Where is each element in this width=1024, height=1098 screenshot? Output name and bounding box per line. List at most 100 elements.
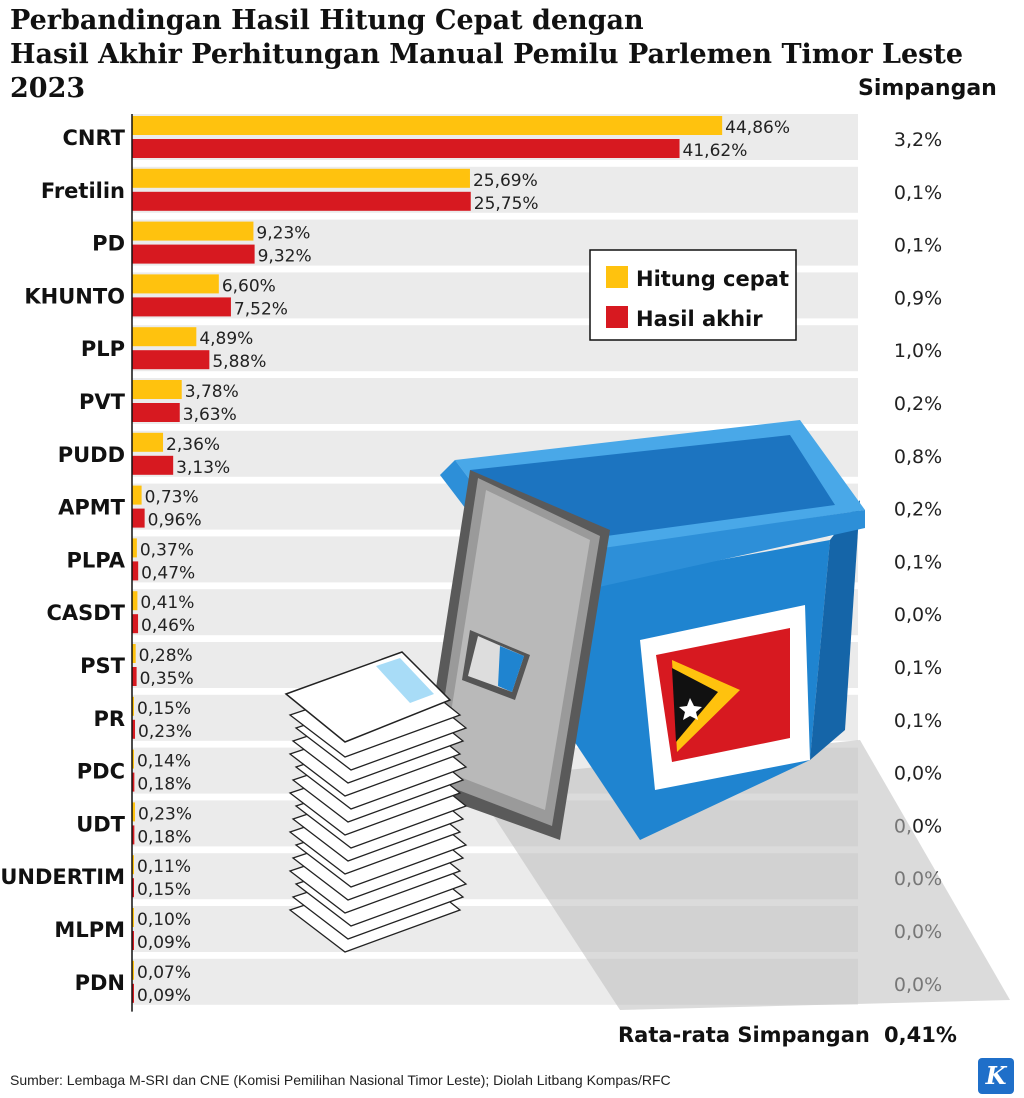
data-label-final: 0,18%: [137, 827, 191, 847]
category-label: PST: [80, 654, 126, 678]
deviation-value: 0,1%: [894, 235, 942, 257]
bar-quick-count: [132, 274, 219, 294]
bar-final: [132, 244, 255, 264]
bar-quick-count: [132, 855, 134, 875]
category-label: MLPM: [54, 918, 125, 942]
timor-leste-flag-icon: [640, 605, 810, 790]
category-label: PDC: [77, 760, 125, 784]
data-label-final: 0,09%: [137, 986, 191, 1006]
bar-final: [132, 403, 180, 422]
data-label-final: 0,35%: [140, 669, 194, 689]
data-label-final: 3,63%: [183, 405, 237, 425]
data-label-quick-count: 0,73%: [145, 488, 199, 508]
data-label-quick-count: 0,37%: [140, 540, 194, 560]
data-label-final: 5,88%: [212, 352, 266, 372]
bar-quick-count: [132, 591, 138, 611]
data-label-final: 7,52%: [234, 299, 288, 319]
bar-quick-count: [132, 116, 723, 135]
data-label-final: 0,96%: [148, 511, 202, 531]
source-note: Sumber: Lembaga M-SRI dan CNE (Komisi Pe…: [10, 1072, 671, 1088]
bar-quick-count: [132, 696, 134, 716]
bar-final: [132, 508, 145, 528]
bar-quick-count: [132, 168, 470, 188]
data-label-quick-count: 0,07%: [137, 963, 191, 983]
data-label-quick-count: 0,14%: [137, 752, 191, 772]
deviation-value: 0,9%: [894, 287, 942, 309]
bar-quick-count: [132, 960, 134, 980]
data-label-quick-count: 44,86%: [725, 118, 790, 138]
bar-quick-count: [132, 221, 254, 241]
bar-quick-count: [132, 908, 134, 927]
data-label-quick-count: 9,23%: [256, 224, 310, 244]
legend-swatch-quick-count: [606, 266, 628, 288]
bar-final: [132, 139, 680, 158]
deviation-value: 0,1%: [894, 551, 942, 573]
data-label-quick-count: 0,11%: [137, 857, 191, 877]
deviation-value: 1,0%: [894, 340, 942, 362]
data-label-quick-count: 25,69%: [473, 171, 538, 191]
category-label: APMT: [58, 496, 126, 520]
bar-final: [132, 719, 136, 739]
data-label-final: 9,32%: [258, 247, 312, 267]
category-label: PLP: [81, 337, 125, 361]
title-line-1: Perbandingan Hasil Hitung Cepat dengan: [10, 5, 644, 36]
legend-swatch-final: [606, 306, 628, 328]
category-label: Fretilin: [41, 179, 125, 203]
bar-quick-count: [132, 380, 182, 399]
bar-final: [132, 772, 135, 792]
data-label-quick-count: 3,78%: [185, 382, 239, 402]
kompas-logo: K: [978, 1058, 1014, 1094]
data-label-quick-count: 0,28%: [139, 646, 193, 666]
deviation-value: 0,8%: [894, 446, 942, 468]
data-label-quick-count: 0,15%: [137, 699, 191, 719]
average-deviation-value: 0,41%: [884, 1023, 957, 1047]
legend: Hitung cepat Hasil akhir: [589, 249, 797, 341]
data-label-quick-count: 0,10%: [137, 910, 191, 930]
data-label-final: 0,47%: [141, 563, 195, 583]
bar-final: [132, 561, 139, 581]
category-label: CASDT: [46, 601, 125, 625]
data-label-quick-count: 2,36%: [166, 435, 220, 455]
category-label: PVT: [79, 390, 126, 414]
title-line-2: Hasil Akhir Perhitungan Manual Pemilu Pa…: [10, 39, 964, 104]
deviation-header: Simpangan: [858, 76, 997, 101]
category-label: KHUNTO: [24, 284, 125, 308]
data-label-final: 0,23%: [138, 722, 192, 742]
deviation-value: 0,1%: [894, 657, 942, 679]
chart-title: Perbandingan Hasil Hitung Cepat dengan H…: [10, 4, 1010, 106]
bar-quick-count: [132, 644, 136, 663]
category-label: PDN: [75, 971, 125, 995]
deviation-value: 0,1%: [894, 710, 942, 732]
bar-final: [132, 350, 210, 370]
legend-label-quick-count: Hitung cepat: [636, 267, 789, 291]
bar-final: [132, 191, 471, 211]
bar-final: [132, 614, 139, 634]
data-label-final: 25,75%: [474, 194, 539, 214]
bar-final: [132, 825, 135, 845]
bar-quick-count: [132, 327, 197, 347]
category-label: UNDERTIM: [0, 865, 125, 889]
deviation-value: 0,0%: [894, 763, 942, 785]
data-label-final: 0,09%: [137, 933, 191, 953]
deviation-value: 3,2%: [894, 129, 942, 151]
data-label-final: 41,62%: [683, 141, 748, 161]
bar-final: [132, 667, 137, 686]
data-label-quick-count: 6,60%: [222, 276, 276, 296]
average-deviation-label: Rata-rata Simpangan: [618, 1023, 870, 1047]
bar-final: [132, 983, 134, 1003]
deviation-value: 0,1%: [894, 182, 942, 204]
category-label: UDT: [76, 812, 125, 836]
bar-final: [132, 297, 231, 317]
bar-final: [132, 455, 174, 475]
category-label: PR: [93, 707, 125, 731]
category-label: PLPA: [67, 548, 126, 572]
ballot-box-icon: [420, 420, 1010, 1010]
data-label-final: 0,15%: [137, 880, 191, 900]
bar-final: [132, 878, 134, 898]
bar-quick-count: [132, 749, 134, 769]
data-label-final: 0,46%: [141, 616, 195, 636]
deviation-value: 0,2%: [894, 393, 942, 415]
bar-quick-count: [132, 485, 142, 505]
category-label: CNRT: [62, 126, 125, 150]
